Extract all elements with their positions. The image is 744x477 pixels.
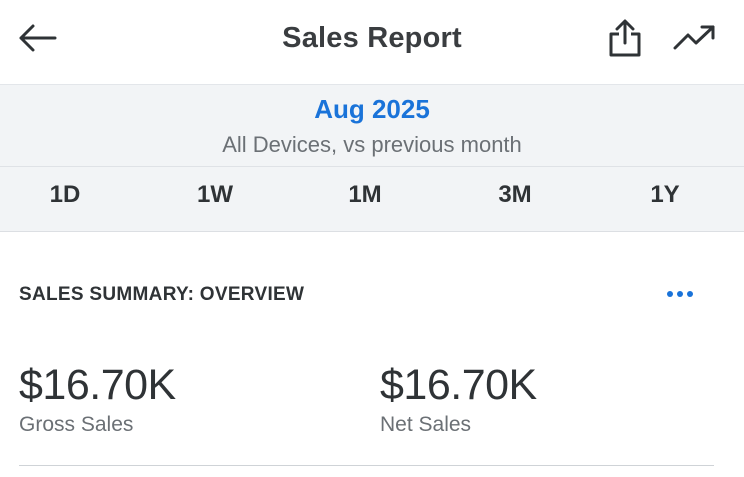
app-header: Sales Report bbox=[0, 0, 744, 85]
net-sales-value: $16.70K bbox=[380, 361, 537, 409]
more-horizontal-icon bbox=[665, 291, 695, 297]
net-sales-label: Net Sales bbox=[380, 413, 472, 436]
tab-1y[interactable]: 1Y bbox=[650, 181, 680, 208]
share-button[interactable] bbox=[600, 14, 650, 62]
period-label[interactable]: Aug 2025 bbox=[314, 94, 430, 124]
gross-sales-label: Gross Sales bbox=[19, 413, 134, 436]
tab-1w[interactable]: 1W bbox=[197, 181, 233, 208]
divider bbox=[19, 465, 714, 466]
section-title: SALES SUMMARY: OVERVIEW bbox=[19, 284, 305, 305]
share-icon bbox=[609, 19, 641, 57]
tab-1m[interactable]: 1M bbox=[348, 181, 382, 208]
range-tabs: 1D 1W 1M 3M 1Y bbox=[0, 167, 744, 232]
trending-up-icon bbox=[673, 25, 715, 50]
comparison-subtitle: All Devices, vs previous month bbox=[222, 132, 522, 157]
back-button[interactable] bbox=[12, 18, 62, 58]
trend-button[interactable] bbox=[668, 14, 722, 62]
net-sales-metric: $16.70K Net Sales bbox=[380, 360, 700, 438]
tab-1d[interactable]: 1D bbox=[49, 181, 81, 208]
more-options-button[interactable] bbox=[656, 278, 704, 310]
arrow-left-icon bbox=[19, 24, 57, 52]
gross-sales-metric: $16.70K Gross Sales bbox=[19, 360, 339, 438]
period-selector: Aug 2025 All Devices, vs previous month bbox=[0, 85, 744, 167]
tab-3m[interactable]: 3M bbox=[498, 181, 532, 208]
gross-sales-value: $16.70K bbox=[19, 361, 176, 409]
